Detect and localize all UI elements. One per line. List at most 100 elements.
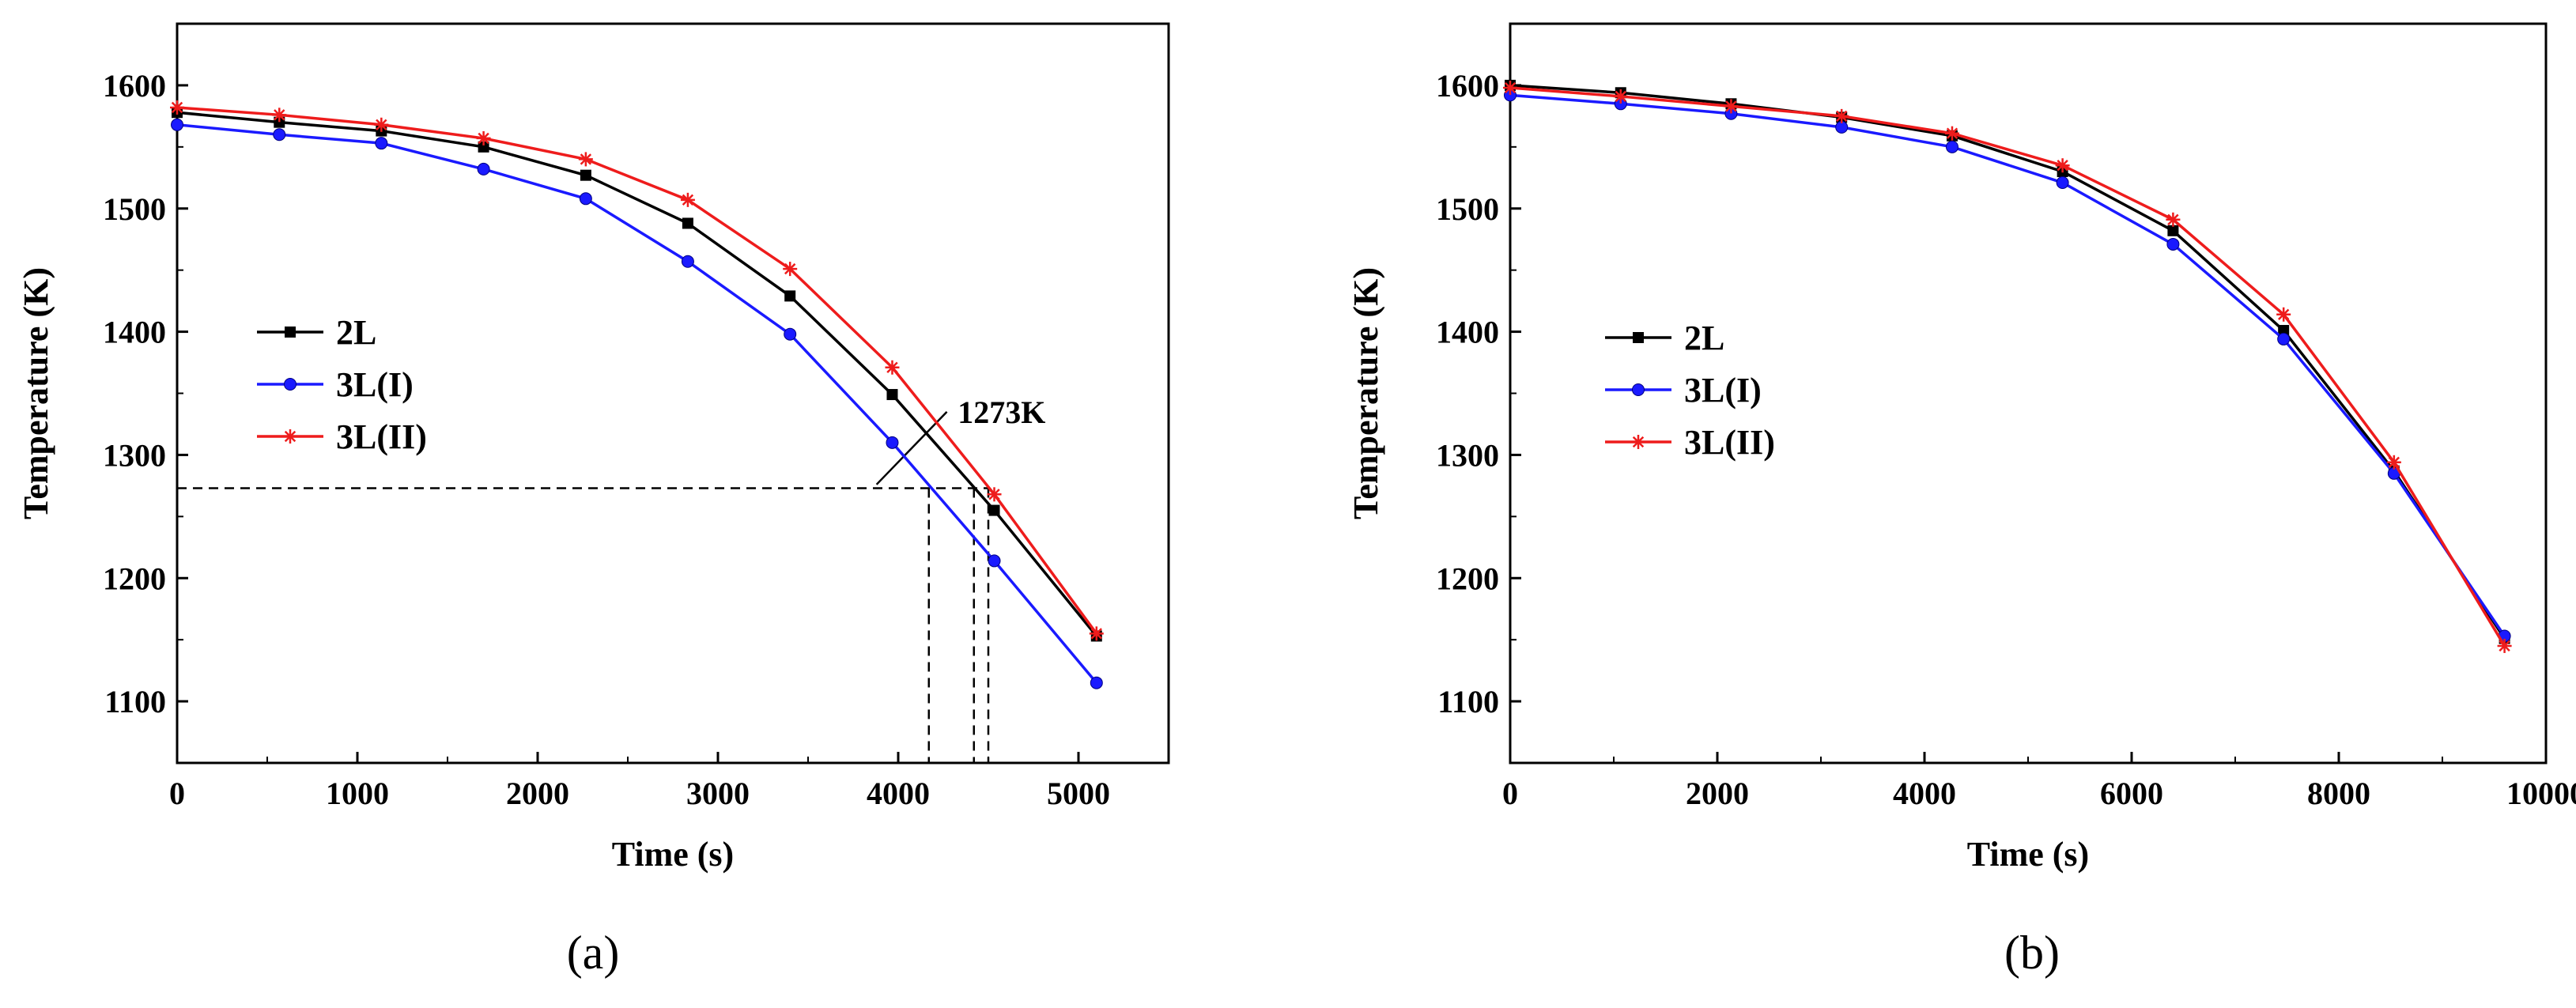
data-point	[682, 217, 693, 229]
data-point	[2497, 638, 2512, 653]
data-point	[2386, 455, 2401, 470]
y-tick-label: 1400	[103, 315, 166, 350]
data-point	[2278, 325, 2290, 337]
legend-label: 3L(II)	[1684, 423, 1775, 462]
y-tick-label: 1400	[1436, 315, 1499, 350]
legend-label: 3L(I)	[1684, 371, 1762, 410]
chart-panel-a: 0 1000 2000 3000 4000 5000 1100 1200 1300 1400 150…	[17, 22, 1170, 979]
data-point	[272, 108, 287, 123]
annotation-pointer	[875, 411, 948, 485]
data-point	[2167, 225, 2179, 236]
data-point	[579, 192, 592, 206]
data-point	[374, 117, 389, 132]
x-tick-label: 0	[1502, 776, 1518, 811]
legend-marker	[283, 429, 297, 444]
legend-marker	[1632, 383, 1645, 396]
data-point	[988, 504, 1000, 516]
legend-label: 2L	[1684, 319, 1724, 357]
data-point	[478, 141, 489, 153]
data-point	[1944, 126, 1959, 141]
data-point	[1090, 676, 1103, 689]
plot-frame	[1509, 22, 2548, 764]
series-line	[1509, 86, 2506, 647]
legend-item: 3L(I)	[1605, 371, 1762, 410]
series-3L(I)	[171, 118, 1103, 689]
data-point	[1834, 108, 1849, 123]
data-point	[477, 162, 490, 176]
data-point	[1503, 81, 1517, 96]
legend-marker	[1633, 332, 1644, 343]
x-tick-label: 8000	[2307, 776, 2370, 811]
data-point	[2277, 332, 2291, 345]
legend-item: 3L(I)	[257, 365, 414, 404]
legend-item: 2L	[257, 313, 376, 352]
panel-label: (b)	[2004, 927, 2060, 979]
data-point	[784, 327, 797, 341]
y-axis-label: Temperature (K)	[1347, 267, 1385, 519]
data-point	[784, 290, 796, 302]
chart-panel-b: 0 2000 4000 6000 8000 10000 1100 1200 1300 1400 15…	[1347, 22, 2576, 979]
x-tick-label: 5000	[1047, 776, 1110, 811]
series-3L(II)	[170, 100, 1104, 641]
legend-item: 3L(II)	[1605, 423, 1775, 462]
data-point	[681, 255, 694, 268]
series-3L(II)	[1503, 81, 2512, 653]
series-line	[176, 123, 1098, 684]
panel-label: (a)	[567, 927, 620, 979]
legend-marker	[284, 378, 297, 391]
series-line	[1509, 84, 2506, 640]
plot-frame	[176, 22, 1170, 764]
y-tick-label: 1200	[1436, 561, 1499, 596]
data-point	[988, 554, 1001, 568]
legend-item: 3L(II)	[257, 417, 427, 456]
y-tick-label: 1100	[104, 684, 166, 719]
legend-marker	[285, 327, 296, 338]
y-tick-label: 1300	[1436, 437, 1499, 473]
y-tick-label: 1600	[103, 68, 166, 104]
x-tick-label: 6000	[2100, 776, 2163, 811]
y-tick-label: 1200	[103, 561, 166, 596]
x-tick-label: 3000	[686, 776, 750, 811]
data-point	[578, 152, 593, 167]
series-line	[176, 106, 1098, 635]
legend-marker	[1631, 435, 1645, 449]
data-point	[2056, 176, 2069, 190]
series-2L	[172, 107, 1102, 642]
annotation-label: 1273K	[958, 395, 1045, 430]
series-line	[176, 111, 1098, 637]
x-tick-label: 10000	[2506, 776, 2576, 811]
data-point	[580, 169, 591, 181]
legend-item: 2L	[1605, 319, 1724, 357]
x-axis-label: Time (s)	[612, 835, 734, 874]
legend-label: 3L(II)	[336, 417, 427, 456]
data-point	[783, 262, 798, 277]
y-tick-label: 1100	[1437, 684, 1499, 719]
data-point	[680, 192, 695, 207]
data-point	[476, 130, 491, 145]
x-tick-label: 0	[169, 776, 185, 811]
data-point	[1945, 140, 1958, 153]
data-point	[987, 487, 1002, 502]
data-point	[1089, 626, 1104, 641]
series-3L(I)	[1504, 89, 2511, 643]
x-tick-label: 2000	[506, 776, 569, 811]
x-axis-label: Time (s)	[1967, 835, 2089, 874]
legend-label: 3L(I)	[336, 365, 414, 404]
data-point	[2166, 212, 2181, 227]
legend-label: 2L	[336, 313, 376, 352]
data-point	[2276, 307, 2291, 322]
data-point	[375, 137, 388, 150]
threshold-guides	[177, 487, 990, 763]
data-point	[273, 128, 286, 142]
data-point	[1724, 99, 1739, 114]
data-point	[1613, 89, 1628, 104]
data-point	[170, 100, 184, 115]
series-line	[1509, 93, 2506, 637]
y-axis-label: Temperature (K)	[17, 267, 55, 519]
y-tick-label: 1600	[1436, 68, 1499, 104]
data-point	[171, 118, 183, 131]
data-point	[2055, 158, 2070, 173]
data-point	[2166, 237, 2180, 251]
